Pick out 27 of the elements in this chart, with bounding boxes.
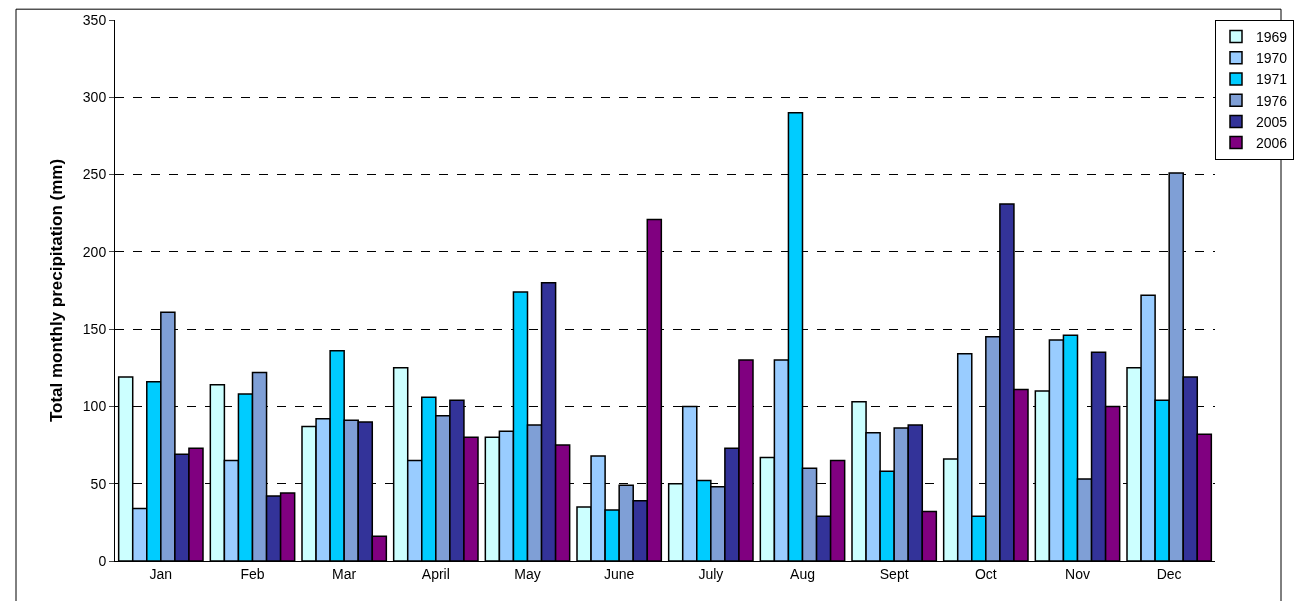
x-tick-label: Feb: [240, 565, 265, 582]
x-tick-label: Mar: [332, 565, 357, 582]
x-tick-label: Dec: [1156, 565, 1182, 582]
y-tick-label: 300: [82, 89, 107, 106]
legend-label: 1976: [1256, 92, 1288, 109]
x-tick-label: Aug: [790, 565, 815, 582]
legend-label: 1969: [1256, 29, 1288, 46]
x-tick-label: April: [421, 565, 450, 582]
x-tick-label: Sept: [879, 565, 909, 582]
y-tick-label: 150: [82, 321, 107, 338]
y-tick-label: 100: [82, 398, 107, 415]
x-tick-label: Oct: [974, 565, 997, 582]
y-tick-label: 200: [82, 243, 107, 260]
y-tick-label: 350: [82, 11, 107, 28]
legend-label: 2005: [1256, 113, 1288, 130]
x-tick-label: Nov: [1065, 565, 1090, 582]
legend-label: 2006: [1256, 135, 1288, 152]
x-tick-label: May: [514, 565, 541, 582]
legend-label: 1971: [1256, 71, 1288, 88]
y-tick-label: 250: [82, 166, 107, 183]
y-tick-label: 50: [90, 475, 107, 492]
y-tick-label: 0: [98, 552, 107, 569]
x-tick-label: July: [698, 565, 724, 582]
y-axis-title: Total monthly precipitation (mm): [47, 158, 67, 423]
legend-label: 1970: [1256, 50, 1288, 67]
x-tick-label: Jan: [149, 565, 173, 582]
x-tick-label: June: [603, 565, 635, 582]
